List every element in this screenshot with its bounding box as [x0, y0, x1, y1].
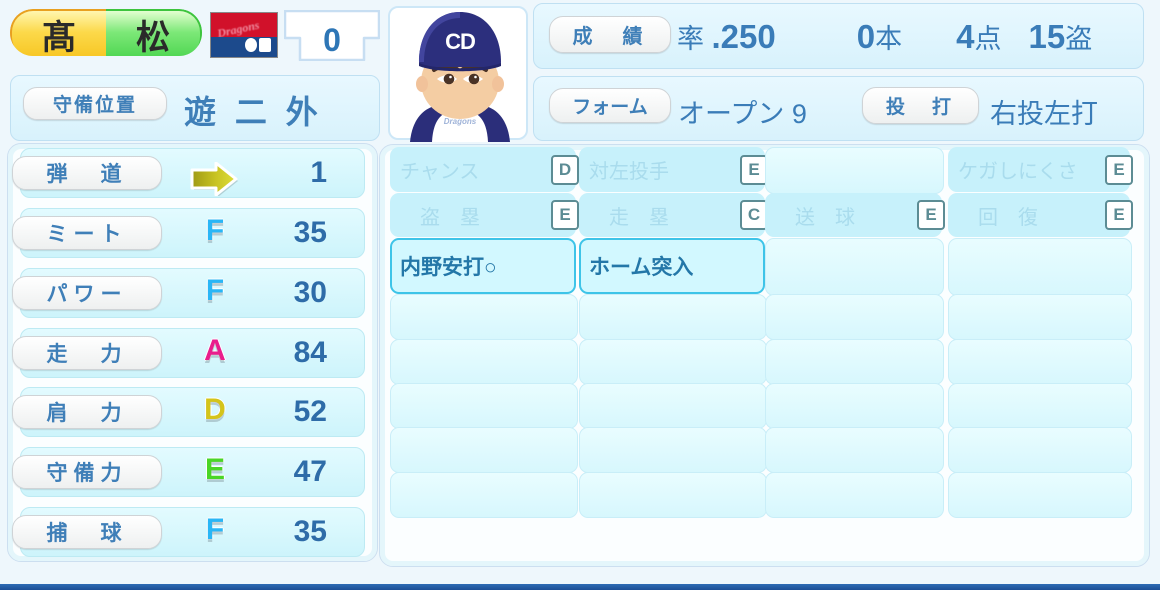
svg-text:CD: CD: [445, 29, 475, 54]
